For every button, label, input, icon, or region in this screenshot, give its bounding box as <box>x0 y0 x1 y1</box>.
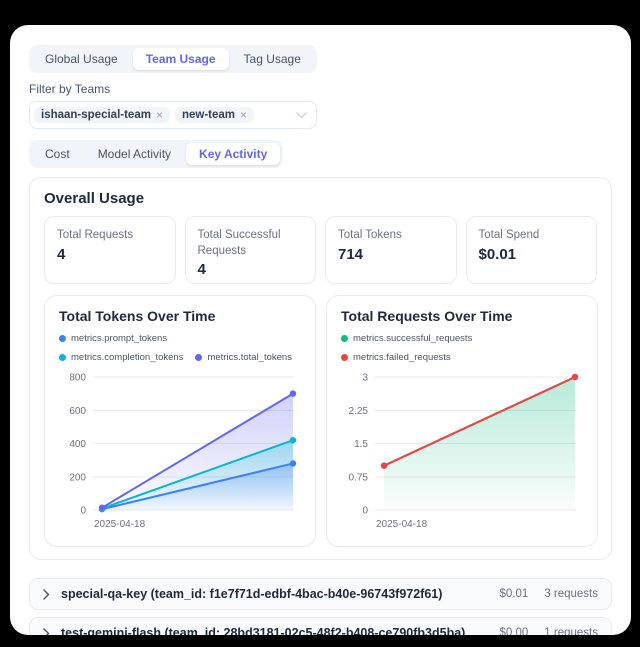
usage-dashboard: Global Usage Team Usage Tag Usage Filter… <box>10 25 631 635</box>
requests-chart-title: Total Requests Over Time <box>341 308 513 324</box>
tokens-chart-title: Total Tokens Over Time <box>59 308 216 324</box>
legend-dot-icon <box>59 335 66 342</box>
svg-text:2025-04-18: 2025-04-18 <box>376 519 428 530</box>
requests-chart: 0 0.75 1.5 2.25 3 2025-04-18 <box>349 373 579 530</box>
usage-tablist: Global Usage Team Usage Tag Usage <box>29 45 317 73</box>
stat-label: Total Spend <box>478 229 540 241</box>
remove-team-icon[interactable]: × <box>240 108 248 122</box>
legend-item: metrics.prompt_tokens <box>59 330 167 347</box>
legend-dot-icon <box>59 354 66 361</box>
stat-value: $0.01 <box>478 245 517 263</box>
stat-value: 4 <box>197 261 206 279</box>
legend-label: metrics.failed_requests <box>353 352 451 363</box>
svg-text:0: 0 <box>80 506 86 517</box>
svg-text:2.25: 2.25 <box>349 406 369 417</box>
legend-label: metrics.completion_tokens <box>71 352 184 363</box>
stat-value: 714 <box>338 245 364 263</box>
key-name: special-qa-key (team_id: f1e7f71d-edbf-4… <box>61 587 443 601</box>
tokens-chart-card: Total Tokens Over Time metrics.prompt_to… <box>44 295 316 547</box>
key-rows-list: special-qa-key (team_id: f1e7f71d-edbf-4… <box>29 578 612 635</box>
legend-label: metrics.prompt_tokens <box>71 333 168 344</box>
stat-total-successful-requests: Total Successful Requests 4 <box>184 216 316 284</box>
key-spend: $0.01 <box>499 588 529 600</box>
svg-text:400: 400 <box>69 439 86 450</box>
legend-label: metrics.total_tokens <box>207 352 292 363</box>
key-spend: $0.00 <box>499 627 529 635</box>
key-row-test-gemini-flash[interactable]: test-gemini-flash (team_id: 28bd3181-02c… <box>29 617 612 635</box>
tokens-chart: 0 200 400 600 800 2025-04-18 <box>69 373 297 530</box>
legend-dot-icon <box>341 335 348 342</box>
legend-item: metrics.total_tokens <box>195 349 292 366</box>
legend-item: metrics.completion_tokens <box>59 349 183 366</box>
overall-usage-title: Overall Usage <box>44 190 145 207</box>
legend-dot-icon <box>195 354 203 361</box>
charts-grid: Total Tokens Over Time metrics.prompt_to… <box>44 295 598 547</box>
tab-team-usage[interactable]: Team Usage <box>132 48 229 70</box>
stat-cards: Total Requests 4 Total Successful Reques… <box>44 216 597 284</box>
stat-value: 4 <box>57 245 66 263</box>
requests-chart-card: Total Requests Over Time metrics.success… <box>326 295 598 547</box>
svg-text:1.5: 1.5 <box>354 439 368 450</box>
svg-text:3: 3 <box>362 373 368 384</box>
team-chip: ishaan-special-team × <box>34 107 170 123</box>
svg-text:0.75: 0.75 <box>349 472 369 483</box>
stat-total-tokens: Total Tokens 714 <box>325 216 457 284</box>
tab-global-usage[interactable]: Global Usage <box>32 48 131 70</box>
svg-text:800: 800 <box>69 373 86 384</box>
remove-team-icon[interactable]: × <box>155 108 163 122</box>
svg-text:0: 0 <box>362 506 368 517</box>
stat-total-spend: Total Spend $0.01 <box>465 216 597 284</box>
requests-chart-legend: metrics.successful_requests metrics.faile… <box>341 330 583 366</box>
chevron-right-icon <box>43 588 50 600</box>
legend-item: metrics.failed_requests <box>341 349 583 366</box>
chevron-right-icon <box>43 627 50 635</box>
key-name: test-gemini-flash (team_id: 28bd3181-02c… <box>61 626 466 635</box>
team-chip-label: ishaan-special-team <box>41 109 151 121</box>
team-filter-select[interactable]: ishaan-special-team × new-team × <box>29 101 317 129</box>
stat-label: Total Requests <box>57 229 134 241</box>
stat-label: Total Successful Requests <box>197 229 281 257</box>
tokens-chart-legend: metrics.prompt_tokens metrics.completion_… <box>59 330 301 366</box>
team-chip: new-team × <box>174 107 255 123</box>
overall-usage-panel: Overall Usage Total Requests 4 Total Suc… <box>29 177 612 560</box>
selected-team-chips: ishaan-special-team × new-team × <box>34 107 296 123</box>
key-row-special-qa-key[interactable]: special-qa-key (team_id: f1e7f71d-edbf-4… <box>29 578 612 610</box>
svg-text:600: 600 <box>69 406 86 417</box>
svg-text:200: 200 <box>69 472 86 483</box>
legend-label: metrics.successful_requests <box>353 333 473 344</box>
stat-total-requests: Total Requests 4 <box>44 216 176 284</box>
chevron-down-icon <box>296 106 307 124</box>
team-chip-label: new-team <box>181 109 235 121</box>
legend-item: metrics.successful_requests <box>341 330 583 347</box>
legend-dot-icon <box>341 354 348 361</box>
tab-tag-usage[interactable]: Tag Usage <box>231 48 314 70</box>
tab-model-activity[interactable]: Model Activity <box>85 143 184 165</box>
filter-by-teams-label: Filter by Teams <box>29 82 111 96</box>
stat-label: Total Tokens <box>338 229 402 241</box>
key-request-count: 1 requests <box>544 627 598 635</box>
tab-key-activity[interactable]: Key Activity <box>186 143 281 165</box>
activity-tablist: Cost Model Activity Key Activity <box>29 140 284 168</box>
svg-text:2025-04-18: 2025-04-18 <box>94 519 146 530</box>
tab-cost[interactable]: Cost <box>32 143 83 165</box>
key-request-count: 3 requests <box>544 588 598 600</box>
